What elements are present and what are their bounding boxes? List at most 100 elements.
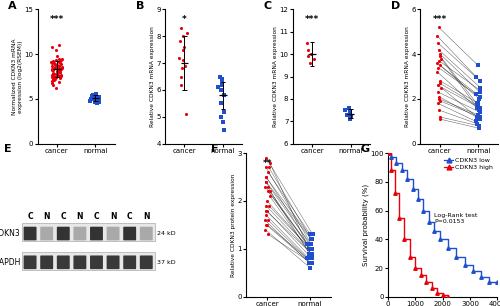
Point [220,128,228,133]
Point [434,25,442,30]
Point [96,95,104,99]
Point [220,109,228,114]
Point [56,76,64,81]
Point [52,71,60,76]
Point [218,82,226,87]
Point [306,251,314,256]
Point [302,40,310,45]
Text: ***: *** [432,15,446,24]
Point [216,88,224,92]
Point [91,95,99,99]
Point [93,97,101,102]
Point [262,179,270,184]
Point [56,69,64,74]
Point [304,256,312,261]
Y-axis label: Survival probability (%): Survival probability (%) [362,184,369,266]
FancyBboxPatch shape [74,256,86,269]
Point [50,71,58,76]
Point [48,68,56,73]
Point [436,117,444,121]
FancyBboxPatch shape [106,256,120,269]
Point [304,47,312,52]
Point [474,126,482,131]
Point [92,98,100,103]
Point [49,67,57,72]
Point [303,242,311,247]
Point [58,56,66,61]
Point [50,77,58,82]
Text: C: C [127,212,132,222]
Point [476,85,484,90]
Text: *: * [182,15,187,24]
Point [88,95,96,100]
Point [58,65,66,70]
Text: C: C [94,212,100,222]
Point [88,95,96,100]
Point [473,121,481,126]
Point [262,165,270,170]
Point [265,165,273,170]
Point [434,47,442,52]
Point [476,90,484,95]
Point [310,56,318,61]
Point [48,61,56,65]
Point [180,58,188,63]
Point [92,92,100,97]
Text: C: C [263,1,272,11]
FancyBboxPatch shape [123,227,136,241]
Point [265,203,273,208]
Point [88,94,96,99]
Point [90,93,98,98]
Point [48,79,56,84]
Point [181,63,189,68]
Point [436,114,444,119]
Point [220,93,228,98]
Point [180,47,188,52]
Point [434,90,442,95]
FancyBboxPatch shape [90,227,103,241]
Point [434,83,442,88]
Point [306,251,314,256]
Point [55,60,63,65]
Point [436,79,444,84]
Point [472,119,480,124]
Point [48,72,56,77]
Point [54,73,62,78]
Point [434,40,442,45]
Point [52,64,60,69]
Point [434,61,442,65]
Point [346,117,354,121]
Point [49,77,57,82]
FancyBboxPatch shape [123,256,136,269]
Point [53,69,61,73]
Point [308,246,316,251]
Point [49,59,57,64]
Point [308,251,316,256]
Point [262,184,270,189]
Point [474,101,482,106]
Point [307,261,315,266]
Point [435,58,443,63]
Point [89,95,97,99]
FancyBboxPatch shape [57,227,70,241]
Point [218,77,226,82]
Point [217,114,225,119]
Point [48,83,56,88]
Point [55,69,63,73]
Point [304,54,312,59]
Point [436,81,444,86]
Text: ***: *** [50,15,64,24]
Point [264,189,272,194]
Point [50,62,58,67]
Point [177,74,185,79]
Point [52,62,60,67]
FancyBboxPatch shape [90,256,103,269]
Point [306,246,314,251]
Text: GAPDH: GAPDH [0,258,20,267]
Point [308,237,316,242]
Point [262,222,270,227]
Point [183,31,191,36]
Point [86,98,94,103]
Point [90,94,98,99]
Point [182,112,190,117]
